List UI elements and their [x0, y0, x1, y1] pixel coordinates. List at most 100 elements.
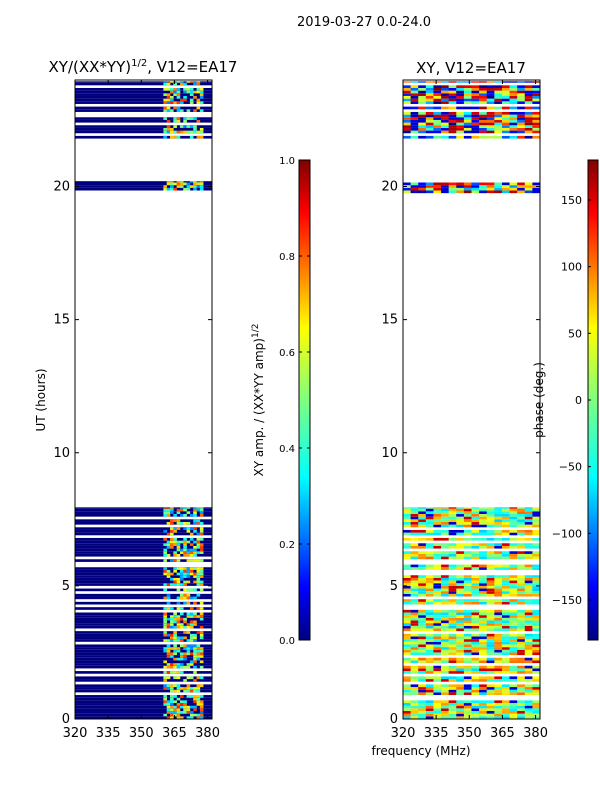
heatmap-cell — [486, 676, 495, 680]
heatmap-cell — [456, 628, 465, 632]
heatmap-cell — [163, 687, 168, 690]
heatmap-cell — [173, 543, 177, 546]
heatmap-cell — [532, 647, 540, 650]
heatmap-cell — [524, 676, 533, 680]
heatmap-cell — [463, 657, 472, 661]
heatmap-cell — [196, 81, 201, 83]
heatmap-cell — [179, 540, 184, 544]
heatmap-cell — [471, 90, 480, 94]
heatmap-cell — [494, 660, 503, 664]
heatmap-cell — [170, 620, 174, 624]
heatmap-cell — [410, 620, 419, 624]
heatmap-cell — [509, 513, 518, 517]
heatmap-cell — [173, 82, 177, 86]
heatmap-cell — [501, 585, 510, 589]
heatmap-cell — [494, 122, 503, 126]
heatmap-cell — [524, 564, 533, 568]
heatmap-cell — [479, 101, 488, 104]
heatmap-cell — [479, 507, 488, 509]
heatmap-cell — [183, 545, 187, 549]
heatmap-cell — [199, 607, 204, 610]
heatmap-cell — [441, 519, 449, 522]
heatmap-cell — [170, 130, 174, 134]
heatmap-cell — [433, 612, 442, 616]
heatmap-row — [75, 583, 212, 586]
heatmap-cell — [463, 580, 472, 584]
heatmap-cell — [532, 567, 540, 570]
heatmap-cell — [199, 559, 204, 562]
heatmap-cell — [532, 125, 540, 128]
heatmap-cell — [418, 671, 427, 674]
heatmap-cell — [199, 572, 204, 576]
left-heatmap — [75, 81, 212, 719]
heatmap-cell — [403, 130, 411, 134]
heatmap-cell — [486, 551, 495, 554]
heatmap-cell — [199, 655, 204, 658]
heatmap-cell — [471, 516, 480, 520]
heatmap-cell — [479, 684, 488, 688]
heatmap-cell — [179, 671, 184, 674]
heatmap-cell — [471, 620, 480, 624]
heatmap-cell — [199, 130, 204, 134]
heatmap-cell — [425, 135, 434, 139]
heatmap-cell — [501, 90, 510, 94]
heatmap-cell — [183, 540, 187, 544]
heatmap-cell — [176, 687, 181, 690]
heatmap-cell — [448, 114, 457, 118]
heatmap-cell — [173, 81, 177, 83]
heatmap-cell — [193, 623, 197, 626]
heatmap-cell — [532, 106, 540, 110]
heatmap-cell — [494, 625, 503, 629]
heatmap-cell — [183, 705, 187, 709]
heatmap-cell — [186, 708, 191, 712]
heatmap-cell — [532, 615, 540, 618]
heatmap-row — [75, 135, 212, 139]
heatmap-cell — [501, 609, 510, 613]
heatmap-cell — [532, 101, 540, 104]
heatmap-cell — [463, 620, 472, 624]
heatmap-cell — [418, 620, 427, 624]
heatmap-cell — [501, 601, 510, 605]
heatmap-cell — [410, 703, 419, 706]
heatmap-cell — [486, 516, 495, 520]
heatmap-cell — [186, 182, 191, 186]
heatmap-cell — [193, 559, 197, 562]
heatmap-cell — [176, 527, 181, 530]
heatmap-cell — [170, 633, 174, 637]
heatmap-cell — [173, 705, 177, 709]
heatmap-cell — [532, 187, 540, 191]
heatmap-cell — [494, 665, 503, 669]
heatmap-cell — [176, 697, 181, 701]
heatmap-cell — [410, 639, 419, 642]
heatmap-cell — [173, 617, 177, 621]
heatmap-cell — [486, 93, 495, 96]
heatmap-cell — [463, 81, 472, 83]
heatmap-cell — [196, 182, 201, 186]
heatmap-cell — [183, 620, 187, 624]
heatmap-cell — [425, 700, 434, 704]
heatmap-cell — [509, 641, 518, 645]
heatmap-row — [75, 607, 212, 610]
heatmap-cell — [193, 513, 197, 517]
heatmap-cell — [501, 588, 510, 592]
heatmap-cell — [532, 687, 540, 690]
heatmap-cell — [456, 95, 465, 99]
heatmap-cell — [441, 588, 449, 592]
heatmap-cell — [410, 671, 419, 674]
heatmap-cell — [418, 649, 427, 653]
heatmap-cell — [501, 551, 510, 554]
heatmap-cell — [166, 671, 171, 674]
heatmap-cell — [193, 519, 197, 522]
heatmap-cell — [486, 679, 495, 682]
heatmap-cell — [163, 543, 168, 546]
heatmap-row — [75, 687, 212, 690]
heatmap-cell — [441, 623, 449, 626]
heatmap-cell — [163, 625, 168, 629]
heatmap-cell — [418, 130, 427, 134]
heatmap-cell — [193, 553, 197, 557]
heatmap-cell — [425, 182, 434, 186]
heatmap-cell — [479, 668, 488, 672]
heatmap-cell — [403, 553, 411, 557]
heatmap-cell — [410, 668, 419, 672]
heatmap-cell — [441, 556, 449, 560]
